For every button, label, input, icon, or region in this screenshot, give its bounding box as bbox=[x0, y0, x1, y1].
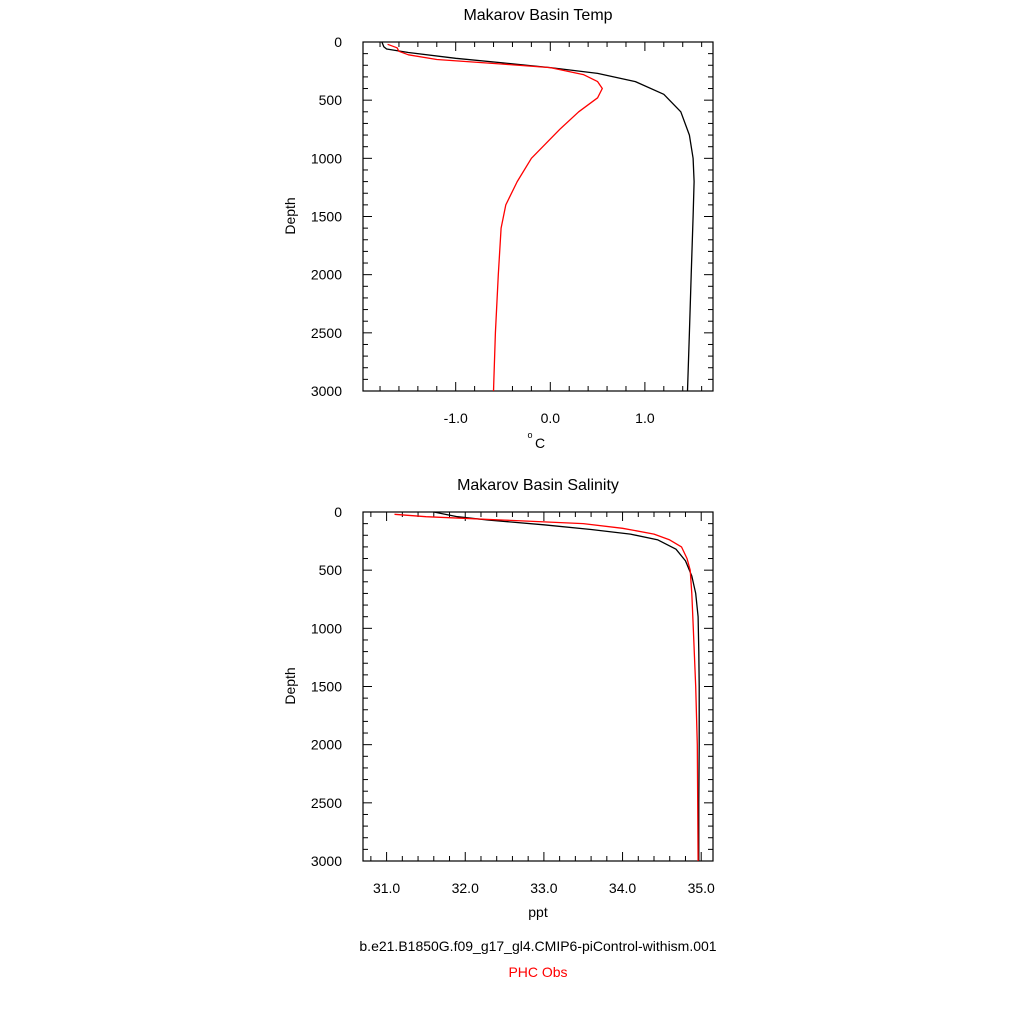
salinity-y-axis-label: Depth bbox=[282, 667, 298, 704]
salinity-x-tick-label: 35.0 bbox=[688, 880, 715, 896]
salinity-x-tick-label: 32.0 bbox=[452, 880, 479, 896]
temperature-y-axis-label: Depth bbox=[282, 197, 298, 234]
degree-symbol: o bbox=[527, 430, 532, 440]
salinity-x-axis-label: ppt bbox=[528, 904, 548, 920]
salinity-x-tick-label: 34.0 bbox=[609, 880, 636, 896]
temperature-x-tick-label: -1.0 bbox=[444, 410, 468, 426]
temperature-model-line bbox=[381, 41, 695, 392]
model-run-label: b.e21.B1850G.f09_g17_gl4.CMIP6-piControl… bbox=[359, 938, 716, 954]
salinity-y-tick-label: 3000 bbox=[311, 853, 342, 869]
temperature-y-tick-label: 1000 bbox=[311, 150, 342, 166]
salinity-y-tick-label: 2000 bbox=[311, 737, 342, 753]
temperature-x-axis-label: o C bbox=[527, 430, 545, 451]
obs-label: PHC Obs bbox=[508, 964, 567, 980]
temperature-y-tick-label: 2000 bbox=[311, 267, 342, 283]
salinity-chart-title: Makarov Basin Salinity bbox=[457, 477, 619, 494]
temperature-x-tick-label: 1.0 bbox=[635, 410, 655, 426]
celsius-unit: C bbox=[535, 435, 545, 451]
salinity-y-tick-label: 2500 bbox=[311, 795, 342, 811]
temperature-chart-title: Makarov Basin Temp bbox=[463, 7, 612, 24]
temperature-x-tick-label: 0.0 bbox=[541, 410, 561, 426]
salinity-model-line bbox=[433, 511, 700, 861]
salinity-y-tick-label: 1000 bbox=[311, 620, 342, 636]
salinity-x-tick-label: 31.0 bbox=[373, 880, 400, 896]
salinity-obs-line bbox=[394, 513, 699, 862]
temperature-y-tick-label: 3000 bbox=[311, 383, 342, 399]
temperature-y-tick-label: 2500 bbox=[311, 325, 342, 341]
salinity-y-tick-label: 500 bbox=[319, 562, 343, 578]
temperature-y-tick-label: 500 bbox=[319, 92, 343, 108]
temperature-obs-line bbox=[387, 43, 603, 392]
salinity-y-tick-label: 1500 bbox=[311, 679, 342, 695]
temperature-y-tick-label: 0 bbox=[334, 34, 342, 50]
temperature-y-tick-label: 1500 bbox=[311, 209, 342, 225]
salinity-panel: Makarov Basin Salinity Depth ppt 0 500 100… bbox=[282, 477, 715, 920]
temperature-panel: Makarov Basin Temp Depth o C 0 500 1000 150… bbox=[282, 7, 714, 451]
salinity-x-tick-label: 33.0 bbox=[530, 880, 557, 896]
salinity-y-tick-label: 0 bbox=[334, 504, 342, 520]
